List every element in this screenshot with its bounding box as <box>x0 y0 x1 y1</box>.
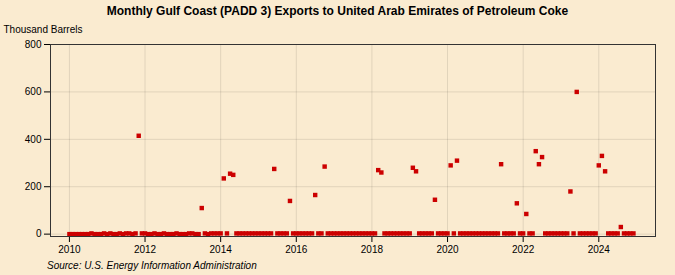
svg-text:600: 600 <box>25 86 42 97</box>
svg-text:2024: 2024 <box>588 244 611 255</box>
svg-text:2022: 2022 <box>512 244 535 255</box>
svg-text:400: 400 <box>25 134 42 145</box>
svg-text:0: 0 <box>36 228 42 239</box>
html-text:Monthly Gulf Coast (PADD 3) Ex: Monthly Gulf Coast (PADD 3) Exports to U… <box>106 4 569 18</box>
svg-text:2014: 2014 <box>210 244 233 255</box>
svg-text:2016: 2016 <box>285 244 308 255</box>
svg-text:2018: 2018 <box>361 244 384 255</box>
html-text:Source: U.S. Energy Informatio: Source: U.S. Energy Information Administ… <box>47 260 257 271</box>
svg-text:200: 200 <box>25 181 42 192</box>
svg-text:2010: 2010 <box>58 244 81 255</box>
svg-text:800: 800 <box>25 39 42 50</box>
svg-text:Thousand Barrels: Thousand Barrels <box>4 24 83 35</box>
svg-text:2012: 2012 <box>134 244 157 255</box>
svg-text:2020: 2020 <box>436 244 459 255</box>
